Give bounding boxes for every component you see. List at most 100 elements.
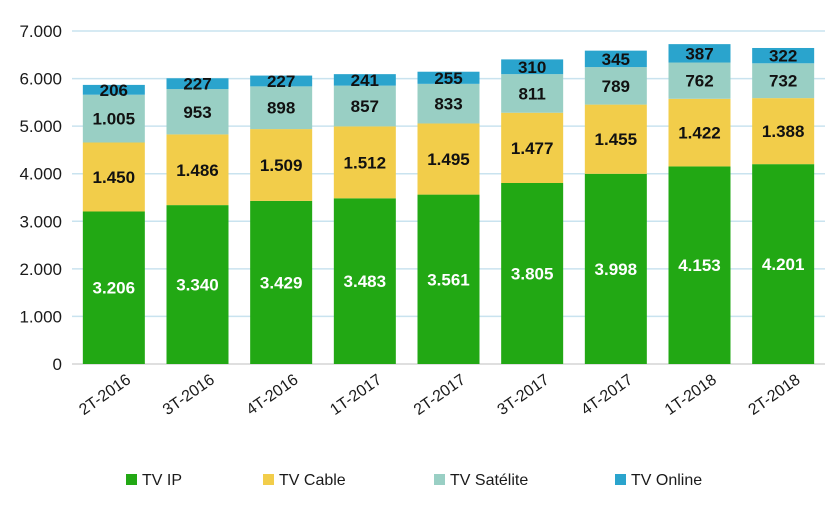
bar-segment xyxy=(752,63,815,99)
bar-stack: 3.340 1.486 953 227 xyxy=(166,75,229,364)
legend-label: TV IP xyxy=(142,472,182,489)
bar-segment xyxy=(82,94,145,143)
data-label: 833 xyxy=(434,95,462,114)
data-label: 227 xyxy=(267,72,295,91)
legend-item: TV Satélite xyxy=(434,472,528,489)
legend-item: TV Cable xyxy=(263,472,346,489)
bar-segment xyxy=(501,74,564,113)
data-label: 811 xyxy=(518,84,545,103)
bar-segment xyxy=(82,84,145,95)
x-tick-label: 4T-2016 xyxy=(244,371,302,419)
y-tick-label: 4.000 xyxy=(19,165,62,184)
bar-segment xyxy=(501,59,564,75)
y-tick-label: 6.000 xyxy=(19,70,62,89)
data-label: 732 xyxy=(769,72,797,91)
bar-segment xyxy=(166,134,229,206)
x-tick-label: 2T-2018 xyxy=(746,371,804,419)
legend-swatch xyxy=(434,474,445,485)
bar-segment xyxy=(82,211,145,364)
data-label: 1.005 xyxy=(93,110,136,129)
bar-stack: 4.201 1.388 732 322 xyxy=(752,47,815,364)
data-label: 898 xyxy=(267,99,295,118)
data-label: 1.450 xyxy=(93,168,136,187)
bar-segment xyxy=(166,78,229,90)
data-label: 3.206 xyxy=(93,279,136,298)
data-label: 322 xyxy=(769,47,797,66)
y-axis: 0 1.000 2.000 3.000 4.000 5.000 6.000 7.000 xyxy=(19,22,62,374)
bar-segment xyxy=(668,62,731,99)
y-tick-label: 3.000 xyxy=(19,212,62,231)
legend-swatch xyxy=(263,474,274,485)
data-label: 241 xyxy=(351,71,379,90)
y-tick-label: 2.000 xyxy=(19,260,62,279)
data-label: 1.486 xyxy=(176,161,219,180)
bar-segment xyxy=(333,198,396,364)
bar-segment xyxy=(501,112,564,183)
data-label: 310 xyxy=(518,58,546,77)
x-tick-label: 2T-2017 xyxy=(411,371,469,419)
bar-segment xyxy=(752,47,815,64)
data-label: 3.340 xyxy=(176,276,219,295)
legend-item: TV Online xyxy=(615,472,702,489)
legend-swatch xyxy=(126,474,137,485)
x-tick-label: 2T-2016 xyxy=(76,371,134,419)
bar-segment xyxy=(417,83,480,124)
y-tick-label: 7.000 xyxy=(19,22,62,41)
bar-segment xyxy=(166,89,229,135)
bar-stack: 3.206 1.450 1.005 206 xyxy=(82,81,145,364)
bar-segment xyxy=(250,75,313,87)
data-label: 789 xyxy=(602,77,630,96)
bar-segment xyxy=(166,205,229,364)
bar-stack: 3.805 1.477 811 310 xyxy=(501,58,564,364)
data-label: 1.477 xyxy=(511,139,554,158)
x-tick-label: 3T-2017 xyxy=(495,371,553,419)
bar-segment xyxy=(668,44,731,63)
x-axis: 2T-2016 3T-2016 4T-2016 1T-2017 2T-2017 3T-20… xyxy=(76,371,803,419)
x-tick-label: 1T-2018 xyxy=(662,371,720,419)
data-label: 3.483 xyxy=(344,272,387,291)
bar-segment xyxy=(333,74,396,86)
bar-segment xyxy=(752,98,815,165)
x-tick-label: 3T-2016 xyxy=(160,371,218,419)
legend-item: TV IP xyxy=(126,472,182,489)
data-label: 345 xyxy=(602,50,630,69)
data-label: 1.455 xyxy=(595,130,638,149)
y-tick-label: 1.000 xyxy=(19,307,62,326)
bar-stack: 3.561 1.495 833 255 xyxy=(417,69,480,364)
data-label: 255 xyxy=(434,69,462,88)
bar-stack: 3.483 1.512 857 241 xyxy=(333,71,396,364)
bar-stack: 3.998 1.455 789 345 xyxy=(584,50,647,364)
bar-stack: 3.429 1.509 898 227 xyxy=(250,72,313,364)
bar-segment xyxy=(752,164,815,364)
data-label: 3.429 xyxy=(260,273,303,292)
y-tick-label: 5.000 xyxy=(19,117,62,136)
legend-label: TV Satélite xyxy=(450,472,528,489)
data-label: 3.561 xyxy=(427,270,470,289)
x-tick-label: 1T-2017 xyxy=(327,371,385,419)
bar-segment xyxy=(417,194,480,364)
y-tick-label: 0 xyxy=(53,355,62,374)
bar-segment xyxy=(417,71,480,84)
bars: 3.206 1.450 1.005 206 3.340 1.486 953 227 3.429 1… xyxy=(82,44,815,364)
data-label: 1.509 xyxy=(260,156,303,175)
bar-segment xyxy=(333,85,396,127)
data-label: 1.422 xyxy=(678,124,721,143)
data-label: 953 xyxy=(183,103,211,122)
bar-segment xyxy=(250,129,313,201)
bar-segment xyxy=(584,50,647,68)
bar-segment xyxy=(584,67,647,105)
data-label: 227 xyxy=(183,75,211,94)
bar-stack: 4.153 1.422 762 387 xyxy=(668,44,731,364)
data-label: 762 xyxy=(685,72,713,91)
legend: TV IP TV Cable TV Satélite TV Online xyxy=(126,472,702,489)
data-label: 4.153 xyxy=(678,256,721,275)
legend-label: TV Cable xyxy=(279,472,346,489)
data-label: 3.998 xyxy=(595,260,638,279)
data-label: 4.201 xyxy=(762,255,805,274)
bar-segment xyxy=(82,142,145,212)
data-label: 1.495 xyxy=(427,150,470,169)
data-label: 206 xyxy=(100,81,128,100)
x-tick-label: 4T-2017 xyxy=(578,371,636,419)
bar-segment xyxy=(333,126,396,199)
